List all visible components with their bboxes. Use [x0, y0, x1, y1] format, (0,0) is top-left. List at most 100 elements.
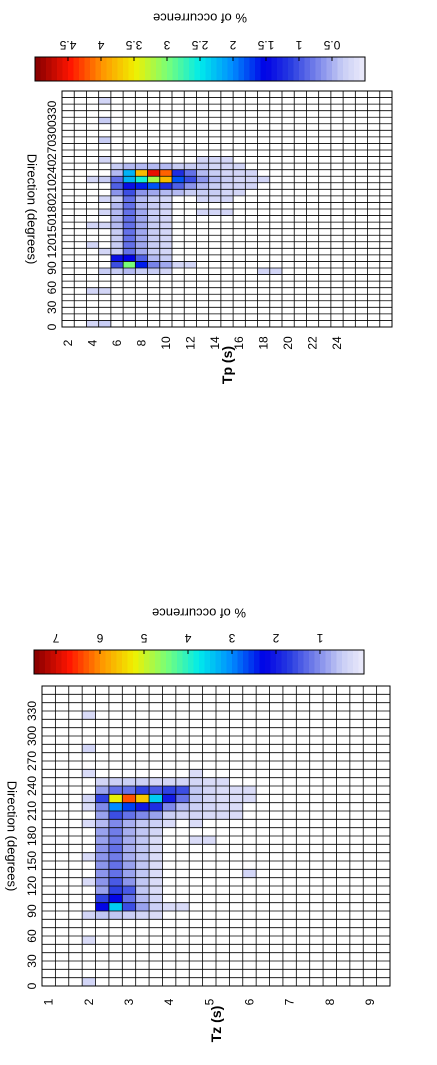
- tp-cell: [110, 163, 124, 170]
- tz-cell: [229, 794, 243, 803]
- tp-colorbar-segment: [205, 57, 212, 81]
- tp-cell: [110, 182, 124, 190]
- tz-cell: [229, 786, 243, 795]
- tp-colorbar-segment: [249, 57, 256, 81]
- tz-colorbar-segment: [232, 650, 239, 674]
- tz-direction-tick-label: 240: [25, 776, 39, 796]
- tz-cell: [202, 786, 216, 795]
- tp-cell: [98, 287, 111, 295]
- tz-period-ticks: 1 2 3 4 5 6 7 8 9: [42, 998, 377, 1005]
- tp-colorbar-segment: [321, 57, 328, 81]
- tz-panel: 0 30 60 90 120 150 180 210 240 270 300 330 1 2 3 4 5 6 7 8…: [5, 606, 391, 1042]
- tz-cell: [162, 786, 176, 795]
- tz-cell: [108, 869, 123, 878]
- tz-cell: [149, 861, 163, 870]
- tz-colorbar-segment: [347, 650, 354, 674]
- tz-cell: [149, 886, 163, 895]
- tz-colorbar-segment: [243, 650, 250, 674]
- tz-cell: [82, 852, 96, 861]
- tp-colorbar-tick-label: 2.5: [191, 38, 208, 52]
- tz-cell: [149, 802, 163, 811]
- tp-cell: [208, 189, 221, 196]
- tp-colorbar-segment: [150, 57, 157, 81]
- tp-colorbar-segment: [216, 57, 223, 81]
- tp-cell: [220, 182, 234, 190]
- tz-cell: [95, 886, 109, 895]
- tp-colorbar-tick-label: 4.5: [59, 38, 76, 52]
- tz-cell: [108, 844, 123, 853]
- tp-colorbar-segment: [200, 57, 207, 81]
- tp-cell: [172, 182, 185, 190]
- tp-colorbar-segment: [112, 57, 119, 81]
- tp-period-tick-label: 10: [159, 336, 173, 350]
- tp-cell: [184, 176, 197, 183]
- tz-direction-tick-label: 180: [25, 826, 39, 846]
- tp-cell: [98, 222, 111, 229]
- tz-colorbar-ticks: 1 2 3 4 5 6 7: [52, 631, 323, 654]
- tz-cell: [108, 877, 123, 886]
- tp-cell: [110, 169, 124, 177]
- tp-cell: [123, 241, 136, 249]
- tp-colorbar-segment: [266, 57, 273, 81]
- tz-cell: [122, 844, 136, 853]
- tz-cell: [175, 786, 190, 795]
- tz-colorbar-segment: [89, 650, 96, 674]
- tp-cell: [220, 163, 234, 170]
- tp-colorbar-segment: [337, 57, 344, 81]
- tz-cell: [189, 769, 203, 778]
- tz-cell: [149, 844, 163, 853]
- tz-cell: [122, 877, 136, 886]
- tz-cell: [82, 911, 96, 920]
- tp-cell: [123, 176, 136, 183]
- tp-colorbar-segment: [51, 57, 58, 81]
- tz-colorbar-segment: [94, 650, 101, 674]
- tz-cell: [108, 836, 123, 845]
- tp-colorbar-segment: [167, 57, 174, 81]
- tz-cell: [122, 811, 136, 820]
- tp-colorbar-segment: [348, 57, 355, 81]
- tz-cell: [216, 777, 230, 786]
- tz-colorbar-segment: [160, 650, 167, 674]
- tp-direction-tick-label: 180: [45, 199, 59, 219]
- tz-cell: [149, 794, 163, 803]
- tp-cell: [110, 248, 124, 255]
- tp-colorbar-segment: [293, 57, 300, 81]
- tz-colorbar-segment: [39, 650, 46, 674]
- tz-cell: [135, 877, 150, 886]
- tp-cell: [135, 228, 148, 236]
- tz-cell: [135, 852, 150, 861]
- tz-cell: [95, 802, 109, 811]
- tz-plot-frame: [41, 685, 391, 987]
- tz-colorbar-segment: [122, 650, 129, 674]
- tp-colorbar-segment: [354, 57, 361, 81]
- tz-cell: [149, 894, 163, 903]
- tp-colorbar-segment: [35, 57, 42, 81]
- tp-colorbar-segment: [343, 57, 350, 81]
- tp-cell: [159, 222, 172, 229]
- tp-cell: [110, 202, 124, 209]
- tp-colorbar-segment: [326, 57, 333, 81]
- tz-colorbar-segment: [298, 650, 305, 674]
- tp-cell: [110, 215, 124, 223]
- tp-cell: [147, 215, 160, 223]
- tp-colorbar-tick-label: 4: [97, 38, 104, 52]
- tz-cell: [189, 786, 203, 795]
- tz-cell: [202, 836, 216, 845]
- tz-cell: [122, 911, 136, 920]
- tz-cell: [122, 869, 136, 878]
- tz-colorbar-segment: [237, 650, 244, 674]
- tp-cell: [208, 156, 221, 164]
- tp-cell: [123, 163, 136, 170]
- tz-cell: [149, 777, 163, 786]
- tp-colorbar-label: % of occurrence: [153, 11, 247, 26]
- tp-cell: [159, 195, 172, 203]
- tp-cell: [220, 156, 234, 164]
- tp-colorbar-tick-label: 2: [229, 38, 236, 52]
- tz-cell: [122, 786, 136, 795]
- tp-cell: [86, 222, 99, 229]
- tp-cell: [123, 195, 136, 203]
- tz-cell: [229, 802, 243, 811]
- tz-cell: [202, 794, 216, 803]
- tz-cell: [95, 877, 109, 886]
- tp-colorbar-tick-label: 1: [295, 38, 302, 52]
